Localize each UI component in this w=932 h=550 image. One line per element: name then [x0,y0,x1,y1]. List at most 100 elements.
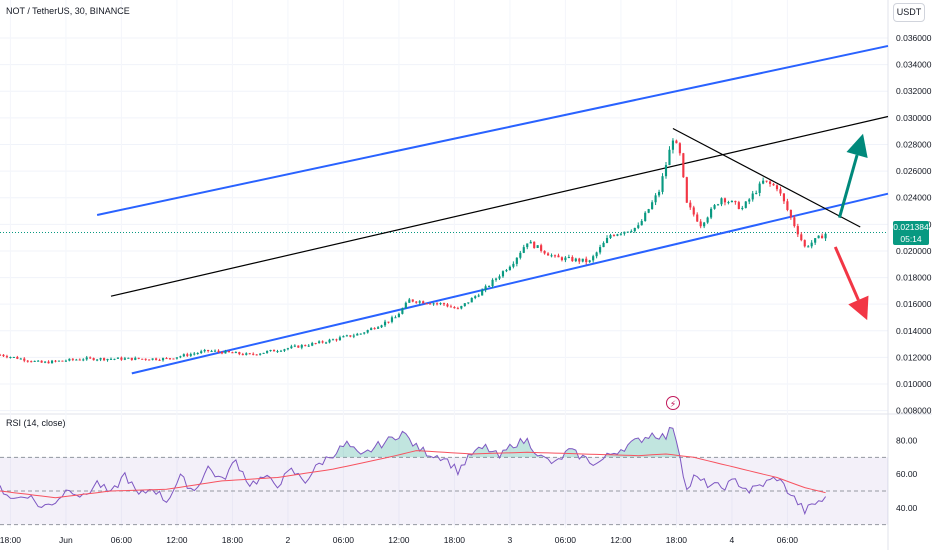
candle-up [345,335,348,337]
candle-up [491,279,494,287]
candle-down [765,180,768,182]
candle-down [248,353,251,355]
candle-up [266,351,269,353]
candle-up [377,327,380,329]
candle-up [633,227,636,232]
candle-down [102,358,106,361]
candle-down [737,202,740,209]
candle-up [245,353,248,355]
candle-down [442,303,446,305]
last-price-value: 0.021384 [893,222,929,232]
price-axis: 0.036000 0.034000 0.032000 0.030000 0.028000… [896,33,932,416]
price-tick-label: 0.024000 [896,193,932,203]
candle-up [599,247,602,253]
candle-up [179,356,182,358]
candle-up [463,303,466,306]
lower-channel [131,192,889,375]
candle-down [429,303,432,305]
candle-up [113,358,116,360]
candle-down [782,193,786,202]
time-tick-label: 06:00 [555,535,577,545]
candle-up [661,176,664,192]
candle-up [488,286,491,288]
candle-down [585,258,588,263]
candle-up [123,358,126,360]
candle-up [616,234,619,236]
candle-down [723,198,727,203]
candle-down [373,328,376,330]
candle-up [151,358,154,360]
candle-up [418,301,421,303]
candle-up [664,165,668,177]
candle-up [470,297,473,303]
price-tick-label: 0.034000 [896,60,932,70]
candle-up [755,192,758,194]
time-tick-label: 4 [730,535,735,545]
candle-up [370,328,373,331]
candle-up [404,302,407,309]
candle-down [168,358,172,360]
candle-up [68,358,71,361]
time-tick-label: 06:00 [111,535,133,545]
lightning-icon[interactable]: ⚡︎ [666,396,680,410]
candle-up [394,317,397,319]
candle-up [279,350,283,352]
candle-down [321,341,324,343]
candle-up [363,332,366,334]
candle-up [595,252,598,257]
candle-down [546,253,550,256]
candle-up [234,352,237,354]
price-tick-label: 0.020000 [896,246,932,256]
candle-up [352,335,355,337]
candle-down [682,153,685,178]
candle-up [380,325,383,328]
bar-countdown: 05:14 [900,234,922,244]
candle-up [286,348,289,350]
symbol-legend: NOT / TetherUS, 30, BINANCE [6,6,130,16]
candle-down [144,358,147,360]
price-tick-label: 0.014000 [896,326,932,336]
time-tick-label: 12:00 [166,535,188,545]
candle-up [651,202,654,210]
candle-up [12,356,15,358]
candle-up [710,208,713,218]
candle-down [165,358,168,360]
candle-up [64,360,67,362]
candle-down [220,351,224,354]
up-arrow-head [846,133,868,158]
candle-up [210,350,213,352]
candle-down [47,361,50,364]
candle-up [290,346,293,349]
candle-up [182,354,185,357]
candle-down [130,357,133,360]
rsi-legend: RSI (14, close) [6,418,66,428]
time-tick-label: 2 [286,535,291,545]
candle-down [335,339,338,341]
candle-up [359,333,362,335]
time-tick-label: 18:00 [666,535,688,545]
candle-down [696,214,699,222]
candle-up [328,339,331,343]
currency-button[interactable]: USDT [893,3,925,22]
candle-up [741,207,744,209]
candle-up [474,296,477,298]
candle-up [824,233,827,239]
candle-up [37,360,40,362]
price-tick-label: 0.028000 [896,139,932,149]
candle-up [276,351,279,353]
candle-down [800,234,803,241]
candle-down [411,299,414,302]
candle-down [0,354,2,356]
candle-down [172,358,175,360]
candle-down [425,303,428,305]
candle-down [155,358,158,360]
rsi-overbought-fill [325,427,681,458]
candle-down [446,304,449,307]
mid-line [110,115,889,297]
candle-up [602,242,605,248]
candle-down [734,200,737,203]
candle-down [304,345,307,347]
candle-up [19,358,22,360]
